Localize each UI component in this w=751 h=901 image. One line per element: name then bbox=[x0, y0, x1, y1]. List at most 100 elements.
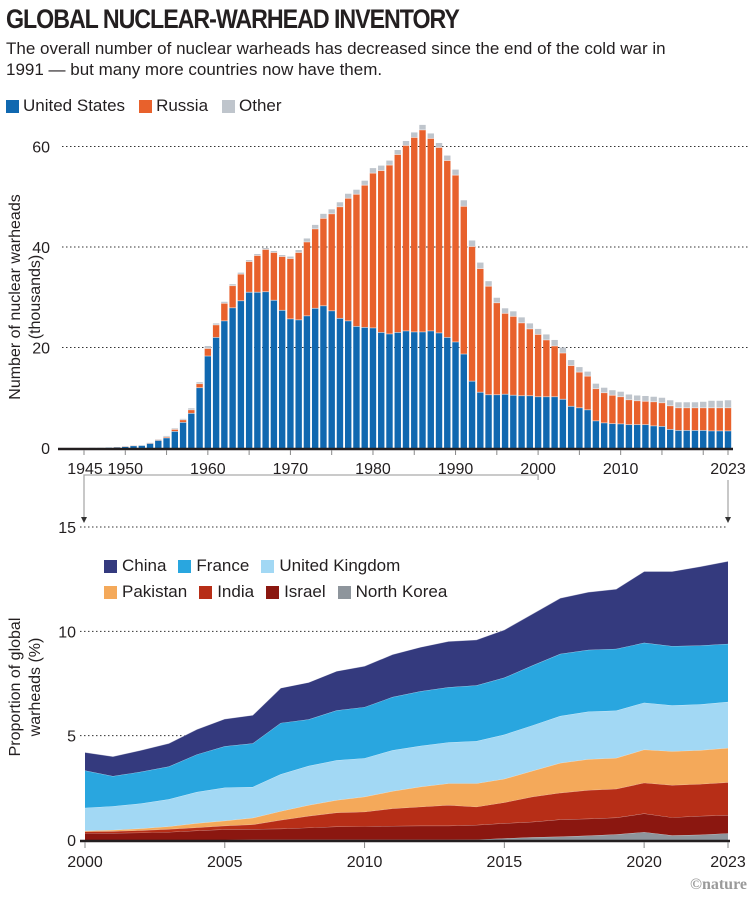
legend-item-france: France bbox=[178, 556, 249, 576]
bar-other-2023 bbox=[724, 400, 732, 408]
bar-russia-1982 bbox=[386, 165, 393, 334]
bar-other-2006 bbox=[584, 371, 591, 377]
legend-item-china: China bbox=[104, 556, 166, 576]
bar-united-states-1951 bbox=[130, 445, 137, 448]
bar-russia-1988 bbox=[435, 147, 443, 333]
bar-russia-1987 bbox=[427, 138, 434, 331]
zoom-connector bbox=[81, 474, 731, 523]
legend-item-north-korea: North Korea bbox=[337, 582, 447, 602]
bar-united-states-1952 bbox=[138, 445, 145, 448]
bar-united-states-2013 bbox=[642, 424, 649, 448]
bar-united-states-2017 bbox=[675, 430, 682, 448]
bar-russia-2012 bbox=[633, 400, 641, 425]
y-tick-label-pct-15: 15 bbox=[58, 520, 76, 537]
bar-russia-2015 bbox=[658, 402, 666, 427]
bar-other-1961 bbox=[212, 323, 220, 325]
bar-united-states-1970 bbox=[287, 318, 294, 448]
bar-united-states-2000 bbox=[534, 396, 542, 448]
bar-other-1967 bbox=[262, 248, 269, 250]
bar-russia-1983 bbox=[394, 154, 401, 333]
bar-united-states-1954 bbox=[155, 440, 162, 448]
bar-other-1969 bbox=[278, 255, 286, 257]
bar-united-states-2020 bbox=[700, 430, 707, 448]
bar-russia-2003 bbox=[559, 353, 567, 400]
bar-united-states-1955 bbox=[163, 437, 170, 448]
bar-other-1994 bbox=[485, 281, 492, 287]
bar-russia-1965 bbox=[245, 261, 253, 293]
bar-other-1959 bbox=[196, 382, 203, 384]
bar-united-states-1990 bbox=[452, 341, 459, 448]
legend-item-united-kingdom: United Kingdom bbox=[261, 556, 400, 576]
bar-other-1956 bbox=[171, 428, 179, 430]
legend-item-russia: Russia bbox=[139, 96, 208, 116]
x-tick-label-1980: 1980 bbox=[355, 461, 391, 478]
y-axis-title-line-2: (thousands) bbox=[27, 255, 44, 340]
bar-russia-1998 bbox=[518, 322, 525, 396]
bar-united-states-2021 bbox=[708, 430, 715, 448]
x-tick-label-2023: 2023 bbox=[710, 854, 746, 871]
bar-other-1955 bbox=[163, 435, 170, 437]
bar-united-states-1996 bbox=[501, 394, 509, 448]
bar-united-states-2016 bbox=[667, 429, 674, 448]
bar-united-states-1986 bbox=[419, 331, 426, 448]
bar-united-states-1984 bbox=[402, 330, 410, 448]
bar-united-states-1991 bbox=[460, 354, 467, 448]
bar-russia-1972 bbox=[303, 241, 311, 316]
bar-other-1983 bbox=[394, 150, 401, 155]
legend-item-other: Other bbox=[222, 96, 282, 116]
x-tick-label-2023: 2023 bbox=[710, 461, 746, 478]
bar-united-states-1950 bbox=[122, 446, 129, 448]
bottom-chart-legend: China France United Kingdom Pakistan India Is… bbox=[104, 553, 459, 605]
bar-other-2009 bbox=[609, 390, 616, 396]
bar-united-states-1962 bbox=[221, 320, 228, 448]
bar-russia-1956 bbox=[171, 429, 179, 432]
bar-other-2019 bbox=[691, 402, 699, 408]
bar-united-states-1993 bbox=[477, 392, 484, 448]
bar-other-1964 bbox=[237, 272, 245, 275]
bar-russia-1991 bbox=[460, 206, 467, 355]
x-tick-label-2000: 2000 bbox=[67, 854, 103, 871]
bar-russia-1962 bbox=[221, 303, 228, 321]
bar-united-states-1994 bbox=[485, 394, 492, 448]
x-tick-label-2020: 2020 bbox=[626, 854, 662, 871]
legend-swatch bbox=[222, 99, 236, 113]
bar-russia-1980 bbox=[369, 173, 377, 328]
bar-other-2014 bbox=[650, 396, 657, 402]
bar-other-2012 bbox=[633, 395, 641, 401]
legend-swatch bbox=[261, 559, 275, 573]
bar-other-2008 bbox=[600, 387, 608, 393]
bar-russia-2005 bbox=[576, 372, 583, 408]
bar-united-states-2003 bbox=[559, 399, 567, 448]
bar-united-states-1975 bbox=[328, 310, 335, 448]
bar-united-states-2015 bbox=[658, 426, 666, 448]
x-tick-label-1960: 1960 bbox=[190, 461, 226, 478]
bar-russia-2014 bbox=[650, 401, 657, 426]
area-china bbox=[85, 561, 728, 777]
bar-united-states-2011 bbox=[625, 424, 633, 448]
bar-united-states-1999 bbox=[526, 395, 534, 448]
bar-other-1980 bbox=[369, 168, 377, 174]
bar-other-1988 bbox=[435, 142, 443, 148]
bar-united-states-1953 bbox=[146, 443, 154, 448]
bar-united-states-1992 bbox=[468, 381, 476, 448]
bar-russia-1955 bbox=[163, 436, 170, 438]
bar-russia-1992 bbox=[468, 246, 476, 382]
bar-russia-1986 bbox=[419, 129, 426, 332]
x-tick-label-2010: 2010 bbox=[603, 461, 639, 478]
x-tick-label-2015: 2015 bbox=[487, 854, 523, 871]
bar-other-2018 bbox=[683, 402, 690, 408]
bar-united-states-1964 bbox=[237, 300, 245, 448]
bar-united-states-1968 bbox=[270, 300, 278, 448]
bar-russia-2006 bbox=[584, 376, 591, 410]
bar-russia-1994 bbox=[485, 286, 492, 395]
bar-russia-1996 bbox=[501, 313, 509, 395]
bar-other-2004 bbox=[567, 360, 575, 366]
area-israel bbox=[85, 813, 728, 840]
bar-other-1984 bbox=[402, 140, 410, 146]
connector-arrowhead-left bbox=[81, 517, 87, 523]
bar-russia-1984 bbox=[402, 145, 410, 331]
legend-swatch bbox=[178, 559, 192, 573]
bar-russia-1976 bbox=[336, 206, 344, 319]
bar-other-1975 bbox=[328, 209, 335, 214]
bar-other-1965 bbox=[245, 260, 253, 262]
